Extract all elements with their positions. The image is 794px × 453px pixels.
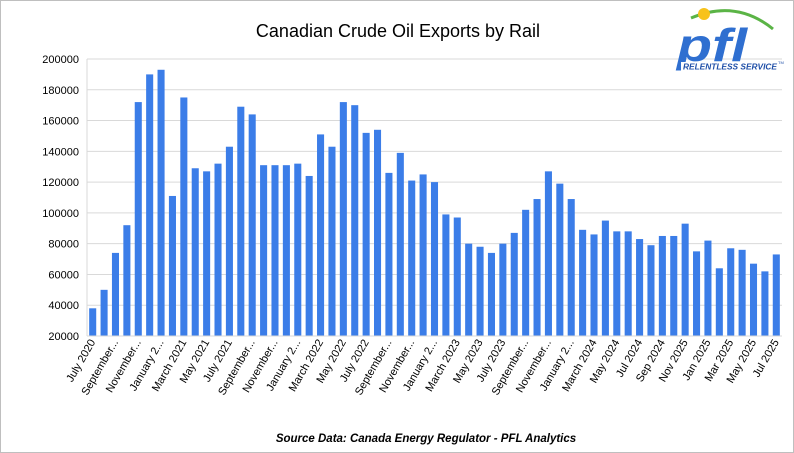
bar [715, 268, 723, 336]
bar [282, 165, 290, 336]
bar [704, 240, 712, 336]
bar [362, 132, 370, 336]
bar [111, 252, 120, 336]
bar [305, 175, 313, 336]
y-tick-label: 20000 [48, 331, 79, 343]
bar [294, 163, 302, 336]
bar [374, 129, 382, 336]
bar [351, 105, 359, 336]
bar [180, 97, 188, 336]
bar [636, 239, 644, 336]
bar [772, 254, 780, 336]
bar [670, 235, 678, 336]
bar [271, 165, 279, 336]
bar [100, 289, 108, 336]
y-tick-label: 140000 [42, 146, 79, 158]
bar [693, 251, 701, 336]
bar [134, 102, 142, 336]
bar [544, 171, 552, 336]
bar [237, 106, 245, 337]
bar [499, 243, 507, 336]
y-tick-label: 160000 [42, 116, 79, 128]
bar [317, 134, 325, 336]
bar [658, 235, 666, 336]
bar [339, 102, 347, 336]
bar [487, 252, 495, 336]
bar [203, 171, 211, 336]
bar [533, 199, 541, 336]
bar [453, 217, 461, 336]
bar [465, 243, 473, 336]
y-tick-label: 180000 [42, 85, 79, 97]
bar [442, 214, 450, 336]
logo-sun-icon [698, 8, 710, 20]
bar [260, 165, 268, 336]
bar [168, 195, 176, 336]
bar [430, 182, 439, 336]
bar [157, 69, 165, 337]
pfl-logo: pfl RELENTLESS SERVICE TM [675, 8, 785, 72]
y-tick-label: 200000 [42, 54, 79, 66]
bar [248, 114, 256, 337]
bar [727, 248, 735, 336]
logo-trademark: TM [778, 60, 784, 65]
y-tick-label: 100000 [42, 208, 79, 220]
bar [601, 220, 609, 336]
bar [225, 146, 233, 336]
bar [738, 249, 746, 336]
bar [681, 223, 689, 336]
bar [214, 163, 222, 336]
logo-tagline-bar [681, 62, 785, 71]
bar [613, 231, 621, 336]
bar [567, 199, 575, 336]
bar [328, 146, 336, 336]
y-axis-tick-labels: 20000 40000 60000 80000 100000 120000 140000 16… [42, 54, 79, 343]
bar [510, 232, 518, 336]
bar [396, 152, 404, 336]
bar [647, 245, 655, 336]
bar [408, 180, 416, 336]
logo-tagline: RELENTLESS SERVICE [683, 63, 778, 72]
bar [522, 209, 530, 336]
bar [749, 263, 758, 336]
y-tick-label: 80000 [48, 239, 79, 251]
y-tick-label: 40000 [48, 300, 79, 312]
y-tick-label: 60000 [48, 269, 79, 281]
bar [146, 74, 154, 336]
bar [89, 308, 97, 336]
bar [385, 172, 393, 336]
bar [476, 246, 484, 336]
chart-title: Canadian Crude Oil Exports by Rail [256, 21, 540, 41]
source-caption: Source Data: Canada Energy Regulator - P… [276, 433, 576, 445]
bar [624, 231, 632, 336]
bar [191, 168, 199, 336]
bar [419, 174, 427, 336]
bar-series [89, 69, 780, 337]
bar [579, 229, 587, 336]
x-axis-tick-labels: July 2020September...November...January … [64, 337, 782, 397]
bar [123, 225, 131, 336]
bar [590, 234, 598, 336]
bar [761, 271, 769, 336]
bar [556, 183, 564, 336]
y-tick-label: 120000 [42, 177, 79, 189]
